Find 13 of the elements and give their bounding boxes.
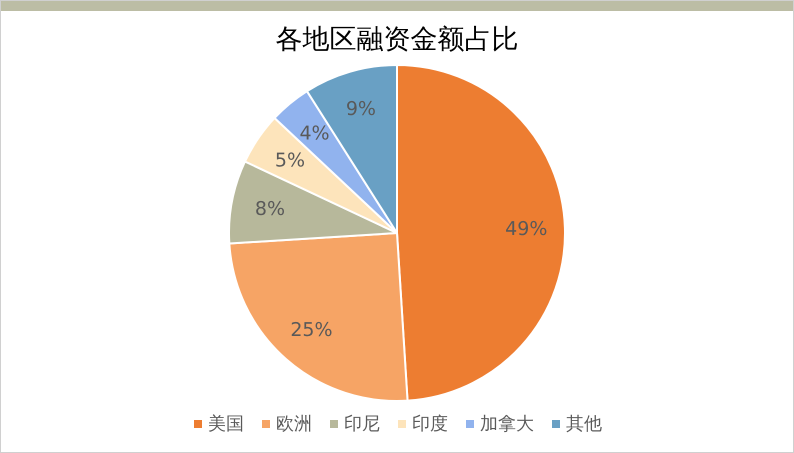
data-label: 5% [274, 149, 306, 172]
legend-label: 美国 [208, 414, 244, 434]
legend-label: 欧洲 [276, 414, 312, 434]
legend-label: 其他 [566, 414, 602, 434]
legend-label: 加拿大 [480, 414, 534, 434]
data-label: 49% [505, 218, 548, 240]
data-label: 4% [299, 122, 330, 144]
legend-label: 印尼 [344, 414, 380, 434]
legend-label: 印度 [412, 414, 448, 434]
data-label: 8% [254, 198, 286, 220]
chart-title: 各地区融资金额占比 [276, 24, 518, 55]
data-label: 9% [346, 98, 376, 120]
data-label: 25% [290, 319, 333, 342]
